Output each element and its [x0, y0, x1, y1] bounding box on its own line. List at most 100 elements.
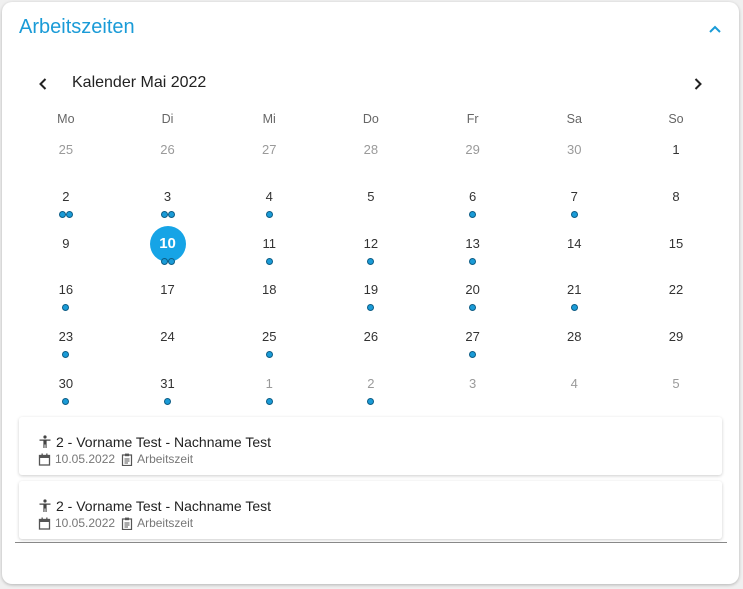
calendar-day[interactable]: 31	[117, 366, 219, 413]
calendar-day[interactable]: 4	[523, 366, 625, 413]
event-dot	[62, 351, 70, 359]
event-dot	[570, 304, 578, 312]
day-number: 20	[465, 282, 480, 298]
calendar-day[interactable]: 5	[320, 179, 422, 226]
day-number: 18	[261, 282, 277, 298]
day-number: 4	[265, 188, 273, 204]
clipboard-icon	[121, 517, 133, 530]
event-dot	[167, 257, 175, 265]
event-indicators	[218, 210, 320, 218]
event-indicators	[320, 257, 422, 265]
calendar-day[interactable]: 29	[422, 132, 524, 179]
collapse-button[interactable]	[704, 18, 726, 40]
day-number: 30	[567, 142, 582, 157]
day-number: 21	[567, 282, 582, 298]
event-dot	[65, 210, 73, 218]
event-dot	[265, 351, 273, 359]
event-dot	[160, 257, 168, 265]
day-number: 22	[668, 282, 684, 298]
calendar-day[interactable]: 27	[422, 319, 524, 366]
day-number: 31	[160, 375, 175, 391]
day-number: 1	[265, 375, 273, 391]
event-dot	[164, 397, 172, 405]
previous-month-button[interactable]	[31, 72, 55, 96]
calendar-day[interactable]: 25	[15, 132, 117, 179]
weekday-label: Di	[161, 112, 174, 126]
week-row: 9 10 11 12 13 14 15	[15, 225, 727, 273]
calendar-day[interactable]: 17	[117, 272, 219, 319]
event-dot	[469, 304, 477, 312]
calendar-day[interactable]: 4	[218, 179, 320, 226]
calendar-day[interactable]: 28	[523, 319, 625, 366]
card-title: Arbeitszeiten	[19, 16, 135, 38]
calendar-day[interactable]: 13	[422, 226, 524, 273]
event-dot	[469, 351, 477, 359]
event-dot	[265, 257, 273, 265]
calendar-day[interactable]: 26	[320, 319, 422, 366]
calendar-day[interactable]: 5	[625, 366, 727, 413]
calendar-day[interactable]: 23	[15, 319, 117, 366]
calendar-day[interactable]: 11	[218, 226, 320, 273]
event-card[interactable]: 2 - Vorname Test - Nachname Test 10.05.2…	[19, 417, 722, 475]
day-number: 17	[160, 282, 175, 298]
calendar-day[interactable]: 6	[422, 179, 524, 226]
week-row: 30 31 1 2 3 4 5	[15, 366, 727, 413]
calendar-day[interactable]: 30	[15, 366, 117, 413]
calendar-day[interactable]: 2	[15, 179, 117, 226]
calendar-day[interactable]: 3	[422, 366, 524, 413]
event-title-row: 2 - Vorname Test - Nachname Test	[38, 498, 271, 514]
weekday-label: Mo	[57, 112, 75, 126]
calendar-day-selected[interactable]: 10	[117, 225, 219, 273]
calendar-icon	[38, 517, 51, 530]
event-card[interactable]: 2 - Vorname Test - Nachname Test 10.05.2…	[19, 481, 722, 539]
day-number: 14	[567, 235, 582, 251]
event-title-row: 2 - Vorname Test - Nachname Test	[38, 434, 271, 450]
weekday-label: So	[668, 112, 684, 126]
calendar-day[interactable]: 27	[218, 132, 320, 179]
event-dot	[265, 210, 273, 218]
day-number: 8	[672, 188, 680, 204]
calendar-day[interactable]: 1	[625, 132, 727, 179]
day-number: 27	[261, 142, 277, 157]
event-indicators	[523, 210, 625, 218]
calendar-day[interactable]: 25	[218, 319, 320, 366]
day-number: 7	[570, 188, 578, 204]
day-number: 26	[160, 142, 175, 157]
calendar-day[interactable]: 1	[218, 366, 320, 413]
calendar-day[interactable]: 21	[523, 272, 625, 319]
event-indicators	[218, 397, 320, 405]
calendar-day[interactable]: 2	[320, 366, 422, 413]
calendar-day[interactable]: 26	[117, 132, 219, 179]
day-number: 2	[62, 188, 70, 204]
calendar-day[interactable]: 19	[320, 272, 422, 319]
day-number: 16	[58, 282, 74, 298]
event-dot	[62, 397, 70, 405]
chevron-up-icon	[709, 25, 721, 33]
day-number: 28	[567, 329, 582, 345]
calendar-day[interactable]: 9	[15, 226, 117, 273]
calendar-day[interactable]: 16	[15, 272, 117, 319]
event-type: Arbeitszeit	[137, 516, 194, 530]
next-month-button[interactable]	[686, 72, 710, 96]
event-title: 2 - Vorname Test - Nachname Test	[56, 434, 272, 450]
event-indicators	[117, 210, 219, 218]
calendar-day[interactable]: 8	[625, 179, 727, 226]
calendar-day[interactable]: 3	[117, 179, 219, 226]
calendar-day[interactable]: 14	[523, 226, 625, 273]
weekday-header: Mo Di Mi Do Fr Sa So	[15, 110, 727, 132]
event-dot	[469, 210, 477, 218]
calendar-day[interactable]: 20	[422, 272, 524, 319]
calendar-day[interactable]: 7	[523, 179, 625, 226]
calendar-day[interactable]: 30	[523, 132, 625, 179]
event-indicators	[422, 351, 524, 359]
clipboard-icon	[121, 453, 133, 466]
calendar-day[interactable]: 24	[117, 319, 219, 366]
day-number: 11	[262, 235, 276, 251]
calendar-day[interactable]: 29	[625, 319, 727, 366]
calendar-day[interactable]: 22	[625, 272, 727, 319]
calendar-day[interactable]: 28	[320, 132, 422, 179]
calendar-day[interactable]: 15	[625, 226, 727, 273]
calendar-day[interactable]: 12	[320, 226, 422, 273]
calendar-day[interactable]: 18	[218, 272, 320, 319]
